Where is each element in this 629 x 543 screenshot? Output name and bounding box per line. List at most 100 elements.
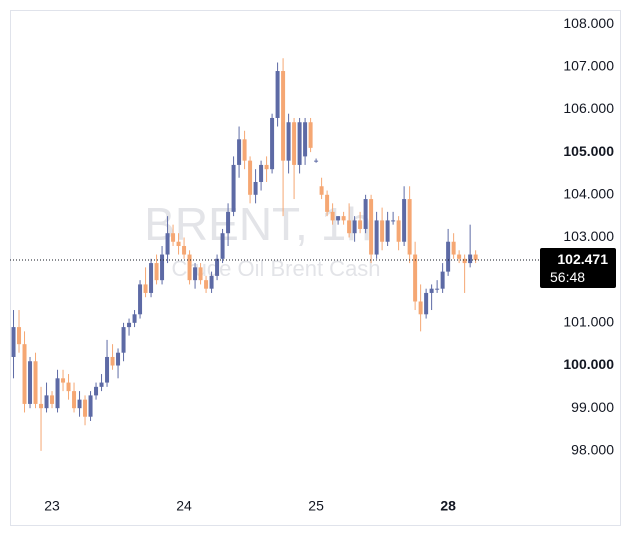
candle-body	[286, 122, 291, 161]
candle-body	[457, 254, 462, 259]
watermark-title: BRENT, 1h	[144, 198, 372, 250]
x-tick-label: 28	[440, 498, 456, 514]
candle-body	[473, 254, 478, 261]
candle-body	[121, 327, 126, 353]
y-tick-label: 98.000	[571, 442, 614, 458]
candle-body	[281, 71, 286, 161]
candle-body	[435, 288, 440, 290]
candle-body	[330, 211, 335, 221]
candle-body	[396, 220, 401, 242]
candle-body	[440, 271, 445, 289]
candle-body	[308, 122, 313, 148]
candle-body	[380, 220, 385, 242]
candle-body	[242, 139, 247, 161]
candle-body	[253, 181, 258, 195]
candle-body	[187, 254, 192, 281]
candle-body	[451, 241, 456, 255]
candle-body	[28, 361, 33, 404]
candle-body	[39, 403, 44, 409]
candle-body	[50, 395, 55, 404]
candle-body	[369, 199, 374, 255]
candle-body	[110, 356, 115, 366]
candle-body	[297, 122, 302, 165]
candle-body	[468, 254, 473, 264]
candle-body	[154, 263, 159, 281]
candle-body	[264, 164, 269, 170]
candle-body	[325, 194, 330, 212]
candle-body	[160, 254, 165, 281]
x-tick-label: 24	[176, 498, 192, 514]
candle-body	[176, 241, 181, 247]
candle-body	[61, 378, 66, 383]
candle-body	[407, 199, 412, 255]
chart-frame	[10, 10, 621, 526]
candle-body	[402, 199, 407, 242]
candle-body	[292, 122, 297, 165]
candle-body	[275, 71, 280, 118]
candle-body	[347, 220, 352, 234]
candle-body	[105, 356, 110, 383]
y-tick-label: 106.000	[563, 100, 614, 116]
candle-body	[204, 280, 209, 289]
y-tick-label: 108.000	[563, 15, 614, 31]
candle-body	[33, 361, 38, 404]
candle-body	[226, 211, 231, 234]
candle-body	[165, 233, 170, 255]
x-tick-label: 23	[44, 498, 60, 514]
candle-body	[424, 292, 429, 315]
y-tick-label: 101.000	[563, 314, 614, 330]
candle-body	[193, 267, 198, 281]
candle-body	[374, 220, 379, 255]
candle-body	[72, 391, 77, 409]
candle-body	[55, 378, 60, 409]
y-tick-label: 103.000	[563, 228, 614, 244]
candle-body	[248, 160, 253, 195]
candle-body	[358, 220, 363, 229]
candle-body	[77, 399, 82, 409]
candle-body	[22, 344, 27, 404]
x-tick-label: 25	[308, 498, 324, 514]
candle-body	[446, 241, 451, 272]
candle-body	[385, 220, 390, 242]
y-tick-label: 100.000	[563, 356, 614, 372]
candle-body	[352, 220, 357, 234]
candle-body	[363, 199, 368, 229]
candle-body	[83, 399, 88, 417]
candle-body	[127, 322, 132, 328]
candle-body	[138, 284, 143, 315]
candle-body	[182, 246, 187, 255]
candle-body	[314, 160, 319, 162]
candle-body	[132, 314, 137, 323]
candle-body	[341, 216, 346, 221]
candle-body	[336, 216, 341, 221]
countdown-label: 56:48	[550, 269, 585, 285]
y-tick-label: 105.000	[563, 143, 614, 159]
candle-body	[429, 288, 434, 293]
candle-body	[220, 233, 225, 259]
candle-body	[171, 233, 176, 242]
last-price-label: 102.471	[557, 251, 608, 267]
candle-body	[66, 382, 71, 392]
candle-body	[418, 301, 423, 315]
candle-body	[413, 254, 418, 302]
candle-body	[44, 395, 49, 409]
y-tick-label: 104.000	[563, 185, 614, 201]
y-tick-label: 107.000	[563, 57, 614, 73]
candle-body	[209, 275, 214, 289]
candle-body	[270, 117, 275, 170]
candle-body	[116, 352, 121, 366]
candle-body	[237, 139, 242, 165]
candle-body	[11, 327, 16, 357]
candle-body	[231, 164, 236, 212]
candle-body	[259, 164, 264, 182]
candle-body	[198, 267, 203, 281]
candle-body	[303, 122, 308, 157]
candle-body	[88, 395, 93, 417]
candle-body	[94, 386, 99, 396]
candle-body	[143, 284, 148, 293]
candle-body	[17, 327, 22, 345]
candle-body	[149, 263, 154, 293]
candle-body	[462, 258, 467, 264]
